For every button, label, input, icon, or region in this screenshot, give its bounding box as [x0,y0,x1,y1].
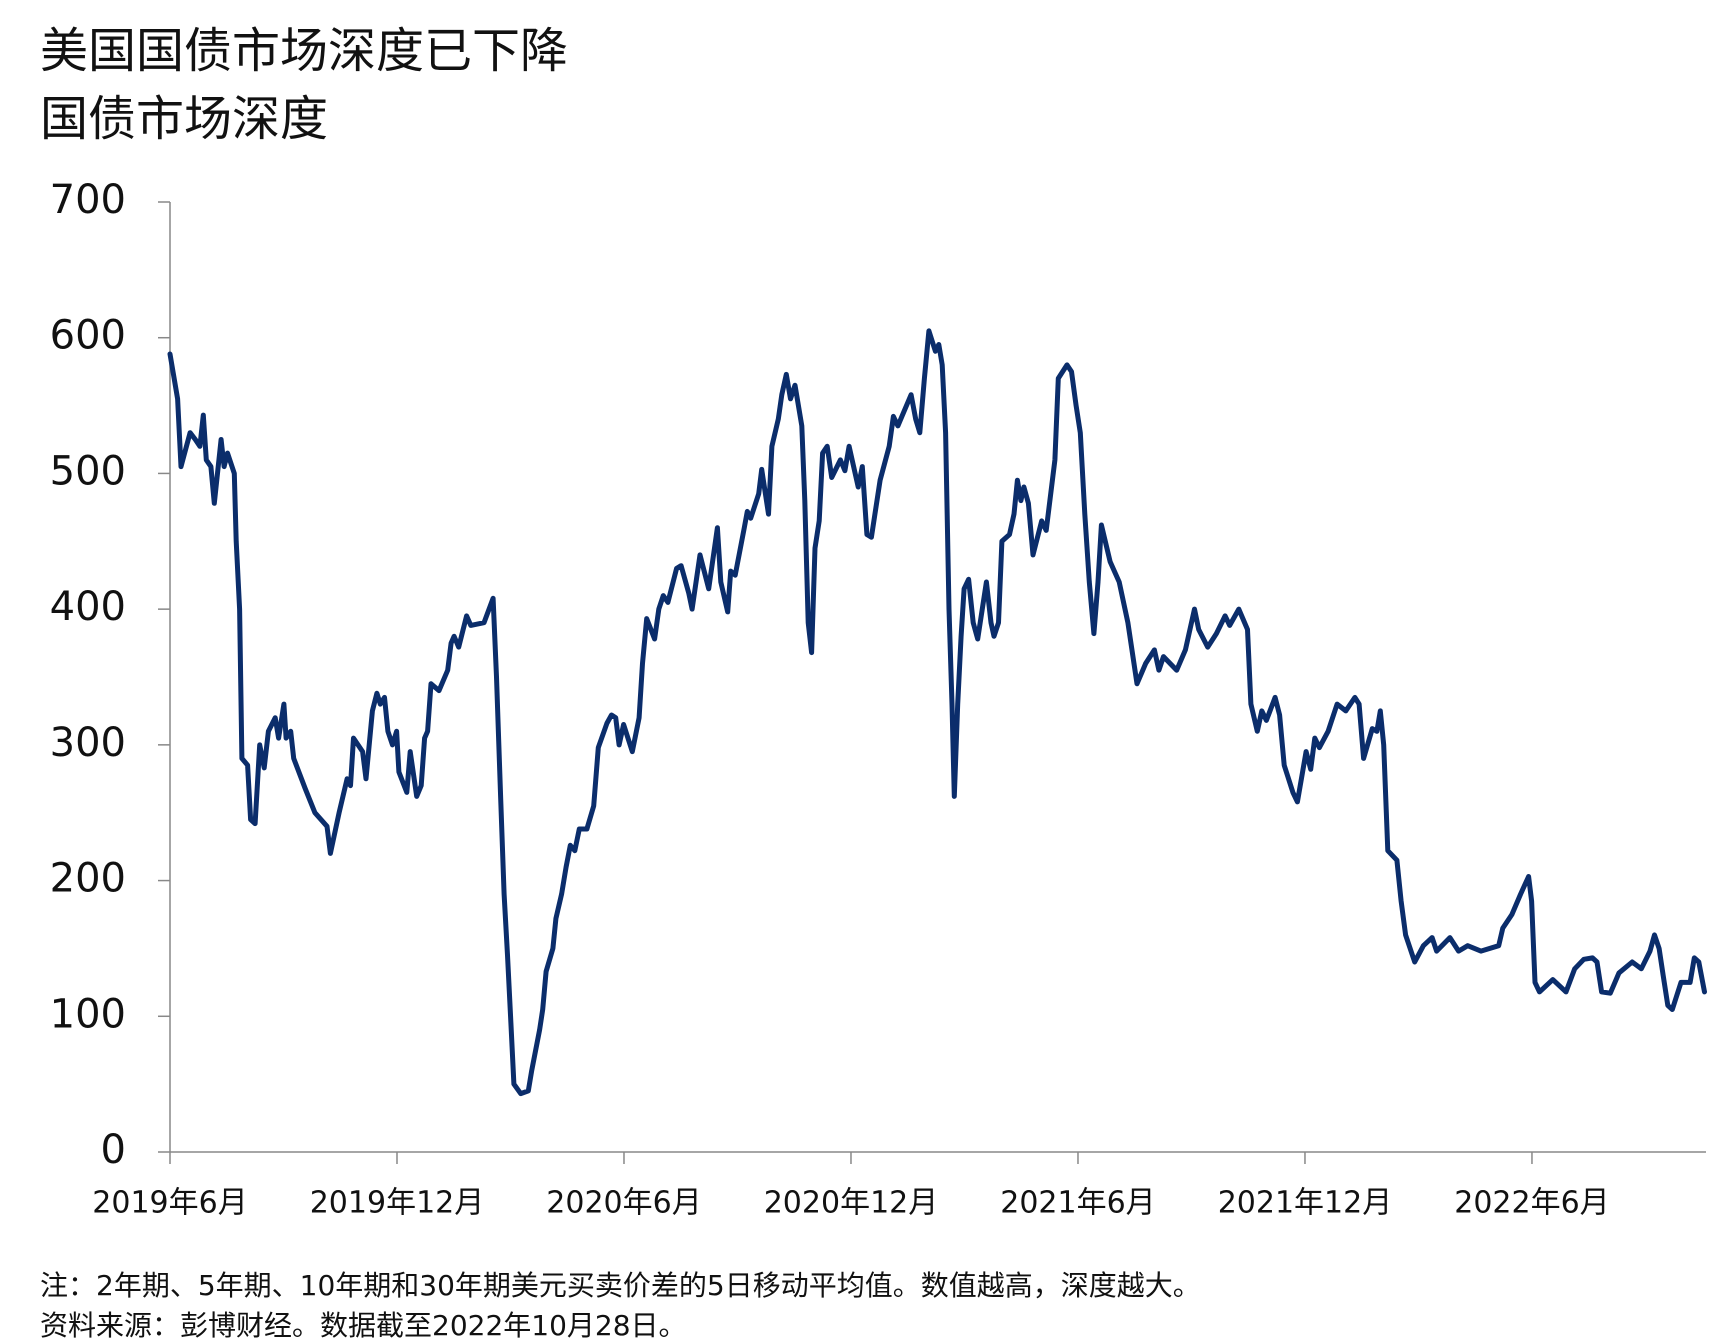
x-tick-label: 2019年12月 [310,1186,485,1221]
note: 注：2年期、5年期、10年期和30年期美元买卖价差的5日移动平均值。数值越高，深… [40,1269,1201,1302]
x-tick-label: 2021年12月 [1218,1186,1393,1221]
y-tick-label: 300 [50,720,126,766]
chart-subtitle: 国债市场深度 [40,91,328,147]
x-tick-label: 2020年12月 [764,1186,939,1221]
y-tick-label: 200 [50,856,126,902]
y-tick-label: 0 [101,1127,126,1173]
source: 资料来源：彭博财经。数据截至2022年10月28日。 [40,1309,687,1342]
y-tick-label: 600 [50,313,126,359]
y-tick-label: 500 [50,448,126,494]
data-line [167,328,1707,1097]
y-tick-label: 700 [50,177,126,223]
x-tick-label: 2021年6月 [1000,1186,1155,1221]
x-tick-label: 2019年6月 [92,1186,247,1221]
x-tick-label: 2022年6月 [1454,1186,1609,1221]
y-tick-label: 400 [50,584,126,630]
chart-title: 美国国债市场深度已下降 [40,23,568,79]
y-tick-label: 100 [50,991,126,1037]
x-tick-label: 2020年6月 [546,1186,701,1221]
